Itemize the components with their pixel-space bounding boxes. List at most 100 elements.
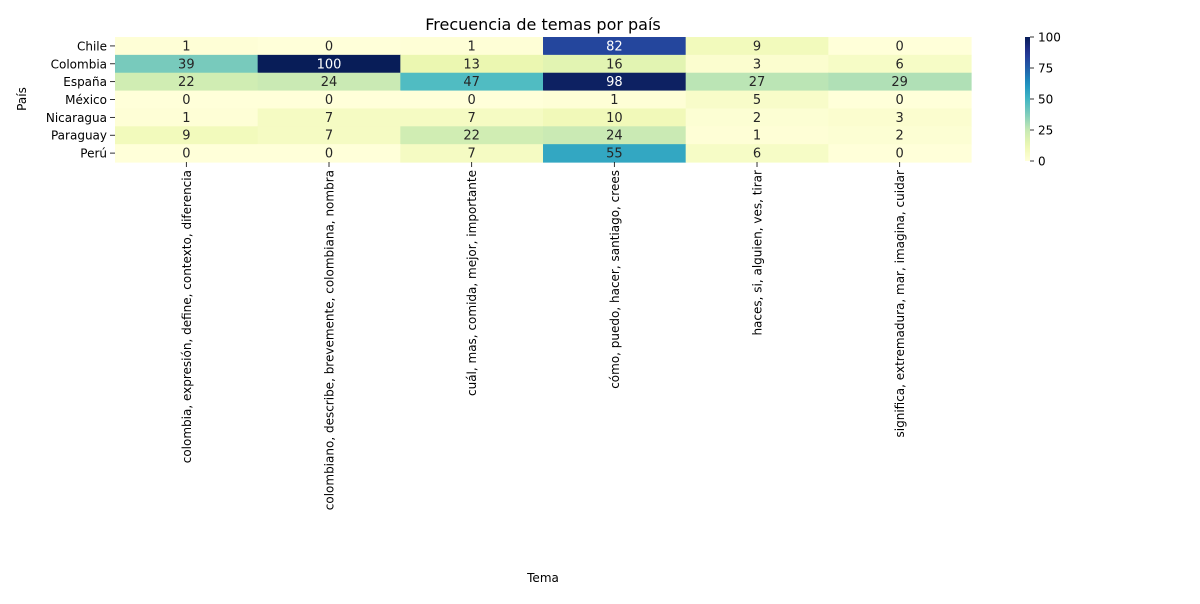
cell-value-label: 7: [468, 147, 476, 162]
heatmap-cell: [828, 90, 972, 110]
heatmap-cell: [400, 54, 544, 74]
column-tick-labels: colombia, expresión, define, contexto, d…: [180, 162, 907, 510]
cell-value-label: 2: [753, 111, 761, 126]
heatmap-cell: [400, 126, 544, 145]
heatmap-cell: [685, 54, 829, 74]
cell-value-label: 3: [753, 57, 761, 72]
colorbar-gradient: [1025, 37, 1030, 161]
row-tick-label: México: [65, 93, 107, 107]
cell-value-label: 7: [468, 111, 476, 126]
heatmap-cell: [257, 90, 401, 110]
heatmap-cell: [115, 54, 259, 74]
heatmap-cell: [400, 144, 544, 163]
cell-value-label: 6: [896, 57, 904, 72]
heatmap-cell: [685, 108, 829, 127]
cell-value-label: 2: [896, 129, 904, 144]
heatmap-cell: [685, 126, 829, 145]
row-tick-label: Colombia: [51, 57, 107, 71]
cell-value-label: 0: [182, 147, 190, 162]
row-tick-label: Nicaragua: [46, 111, 107, 125]
cell-value-label: 55: [606, 147, 623, 162]
cell-value-label: 29: [891, 75, 908, 90]
heatmap-cell: [685, 72, 829, 92]
cell-value-label: 10: [606, 111, 623, 126]
heatmap-cell: [115, 144, 259, 163]
heatmap-cell: [828, 54, 972, 74]
cell-value-label: 0: [325, 147, 333, 162]
cell-value-label: 22: [178, 75, 195, 90]
row-tick-label: España: [63, 75, 107, 89]
row-tick-label: Perú: [80, 147, 107, 161]
x-axis-label: Tema: [526, 571, 559, 585]
column-tick-label: colombiano, describe, brevemente, colomb…: [323, 170, 337, 510]
heatmap-cell: [685, 90, 829, 110]
cell-value-label: 82: [606, 39, 623, 54]
cell-value-label: 1: [182, 111, 190, 126]
cell-value-label: 39: [178, 57, 195, 72]
row-tick-label: Chile: [77, 39, 107, 53]
cell-value-label: 7: [325, 129, 333, 144]
heatmap-cell: [828, 144, 972, 163]
column-tick-label: haces, si, alguien, ves, tirar: [751, 170, 765, 336]
heatmap-cell: [543, 108, 687, 127]
cell-value-label: 1: [468, 39, 476, 54]
column-tick-label: significa, extremadura, mar, imagina, cu…: [893, 170, 907, 438]
cell-value-label: 1: [753, 129, 761, 144]
cell-value-label: 1: [182, 39, 190, 54]
heatmap-cell: [115, 72, 259, 92]
row-tick-labels: Chile Colombia España México Nicaragua Paragu…: [46, 39, 115, 161]
heatmap-cells: 1 0 1 82 9 039 100 13 16 3 622 24 47 98 27 290 0 0 1 5 01 7 7 1…: [115, 37, 972, 163]
colorbar: 0 25 50 75 100: [1025, 31, 1061, 169]
y-axis-label: País: [15, 87, 29, 111]
heatmap-cell: [115, 90, 259, 110]
cell-value-label: 0: [896, 93, 904, 108]
colorbar-tick-label: 100: [1038, 31, 1061, 45]
row-tick-label: Paraguay: [51, 129, 107, 143]
cell-value-label: 24: [606, 129, 623, 144]
cell-value-label: 0: [896, 39, 904, 54]
heatmap-cell: [257, 54, 401, 74]
heatmap-cell: [257, 72, 401, 92]
heatmap-cell: [828, 72, 972, 92]
cell-value-label: 22: [463, 129, 480, 144]
column-tick-label: cuál, mas, comida, mejor, importante: [465, 170, 479, 396]
heatmap-cell: [400, 72, 544, 92]
cell-value-label: 5: [753, 93, 761, 108]
heatmap-cell: [828, 126, 972, 145]
colorbar-tick-label: 25: [1038, 124, 1053, 138]
chart-title: Frecuencia de temas por país: [425, 15, 661, 34]
cell-value-label: 24: [321, 75, 338, 90]
cell-value-label: 7: [325, 111, 333, 126]
cell-value-label: 0: [325, 39, 333, 54]
heatmap-cell: [257, 37, 401, 56]
heatmap-cell: [115, 108, 259, 127]
heatmap-cell: [543, 144, 687, 163]
cell-value-label: 47: [463, 75, 480, 90]
heatmap-cell: [543, 90, 687, 110]
heatmap-cell: [685, 37, 829, 56]
heatmap-cell: [257, 126, 401, 145]
cell-value-label: 6: [753, 147, 761, 162]
cell-value-label: 3: [896, 111, 904, 126]
colorbar-tick-label: 50: [1038, 93, 1053, 107]
cell-value-label: 9: [753, 39, 761, 54]
heatmap-cell: [257, 144, 401, 163]
colorbar-tick-label: 0: [1038, 155, 1046, 169]
cell-value-label: 13: [463, 57, 480, 72]
heatmap-cell: [115, 126, 259, 145]
heatmap-cell: [115, 37, 259, 56]
heatmap-cell: [400, 108, 544, 127]
heatmap-cell: [828, 37, 972, 56]
cell-value-label: 0: [468, 93, 476, 108]
cell-value-label: 0: [896, 147, 904, 162]
heatmap-cell: [543, 37, 687, 56]
heatmap-cell: [543, 54, 687, 74]
heatmap-cell: [543, 126, 687, 145]
column-tick-label: colombia, expresión, define, contexto, d…: [180, 170, 194, 463]
cell-value-label: 0: [182, 93, 190, 108]
colorbar-tick-label: 75: [1038, 62, 1053, 76]
heatmap-cell: [257, 108, 401, 127]
heatmap-cell: [400, 37, 544, 56]
